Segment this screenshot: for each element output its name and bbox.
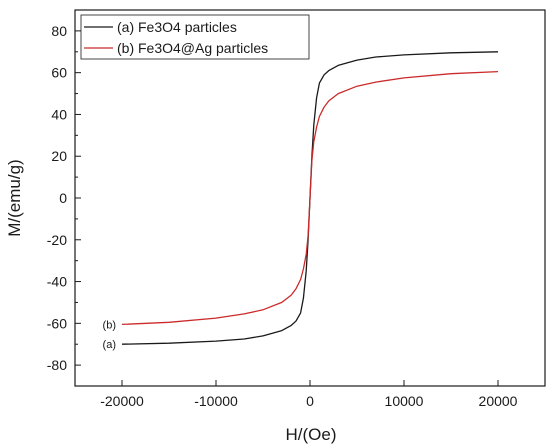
y-tick-label: 60: [51, 65, 67, 81]
y-tick-label: 0: [59, 190, 67, 206]
y-axis-label: M/(emu/g): [5, 159, 24, 236]
legend: (a) Fe3O4 particles (b) Fe3O4@Ag particle…: [80, 14, 310, 60]
x-tick-label: 20000: [479, 393, 518, 409]
legend-entry: (a) Fe3O4 particles: [117, 19, 237, 35]
plot-area: (a) (b): [103, 51, 499, 351]
y-tick-label: -60: [47, 315, 67, 331]
x-axis-label: H/(Oe): [286, 425, 337, 444]
series-end-label: (a): [103, 339, 116, 351]
axes: -20000 -10000 0 10000 20000 -80 -60 -40 -20 0 20 40…: [47, 9, 546, 409]
y-tick-label: 20: [51, 148, 67, 164]
x-tick-label: 0: [306, 393, 314, 409]
series-line-b: [121, 70, 499, 326]
y-tick-label: 80: [51, 23, 67, 39]
y-tick-label: 40: [51, 106, 67, 122]
x-tick-label: 10000: [385, 393, 424, 409]
legend-box: [80, 14, 310, 60]
x-tick-label: -20000: [100, 393, 144, 409]
series-end-label: (b): [103, 319, 116, 331]
y-tick-label: -20: [47, 232, 67, 248]
legend-entry: (b) Fe3O4@Ag particles: [117, 40, 268, 56]
y-tick-label: -80: [47, 357, 67, 373]
y-tick-label: -40: [47, 274, 67, 290]
x-tick-label: -10000: [194, 393, 238, 409]
